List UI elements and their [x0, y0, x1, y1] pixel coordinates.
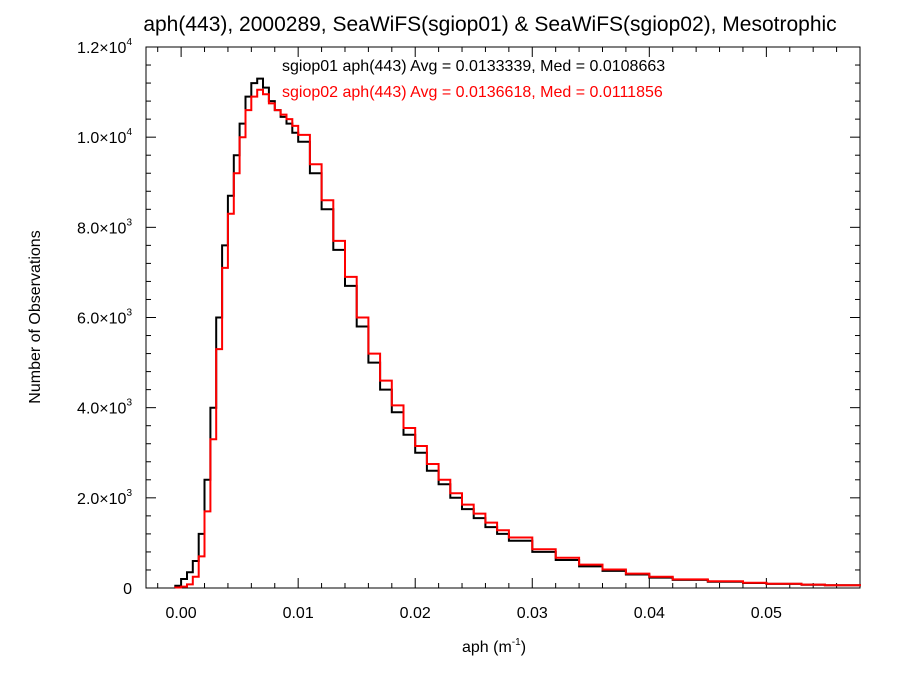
x-tick-label: 0.05 — [751, 605, 782, 622]
y-tick-label: 4.0×103 — [77, 398, 132, 418]
chart-title: aph(443), 2000289, SeaWiFS(sgiop01) & Se… — [143, 13, 836, 36]
y-axis-ticks: 0 2.0×103 4.0×103 6.0×103 8.0×103 1.0×104 1.2×… — [77, 37, 860, 598]
series-layer — [174, 77, 861, 589]
x-axis-label: aph (m-1) — [462, 637, 526, 656]
y-tick-label: 1.0×104 — [77, 127, 132, 147]
x-tick-label: 0.02 — [400, 605, 431, 622]
y-tick-label: 8.0×103 — [77, 217, 132, 237]
series-1-line — [174, 77, 861, 588]
x-tick-label: 0.01 — [283, 605, 314, 622]
x-axis-ticks: 0.00 0.01 0.02 0.03 0.04 0.05 — [157, 47, 861, 622]
x-tick-label: 0.03 — [517, 605, 548, 622]
x-tick-label: 0.04 — [634, 605, 665, 622]
y-tick-label: 6.0×103 — [77, 308, 132, 328]
y-axis-label: Number of Observations — [27, 230, 44, 403]
x-tick-label: 0.00 — [166, 605, 197, 622]
y-tick-label: 0 — [123, 581, 132, 598]
series-2-line — [174, 88, 861, 589]
plot-frame — [145, 46, 861, 589]
legend-entry-1: sgiop01 aph(443) Avg = 0.0133339, Med = … — [282, 58, 665, 75]
y-tick-label: 1.2×104 — [77, 37, 132, 57]
y-tick-label: 2.0×103 — [77, 488, 132, 508]
legend-entry-2: sgiop02 aph(443) Avg = 0.0136618, Med = … — [282, 84, 663, 101]
